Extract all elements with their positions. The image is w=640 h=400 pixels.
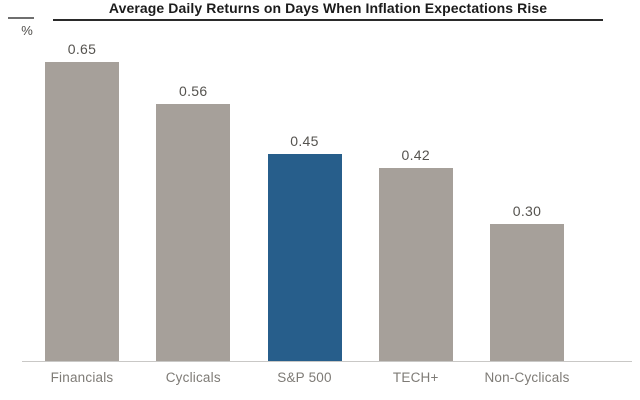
value-label-financials: 0.65: [67, 41, 97, 57]
y-axis-top-rule: [8, 17, 34, 19]
bar-financials: [45, 62, 119, 362]
value-label-non-cyclicals: 0.30: [512, 203, 542, 219]
x-axis-label-cyclicals: Cyclicals: [165, 370, 221, 385]
y-axis-unit-label: %: [21, 23, 33, 38]
value-label-tech: 0.42: [401, 147, 430, 163]
x-axis-label-financials: Financials: [50, 370, 114, 385]
bar-cyclicals: [156, 104, 231, 362]
value-label-cyclicals: 0.56: [179, 83, 208, 99]
plot-area: 0.65 0.56 0.45 0.42 0.30: [45, 39, 565, 362]
chart-title: Average Daily Returns on Days When Infla…: [53, 1, 603, 21]
x-axis-line: [22, 361, 632, 362]
bar-s-p-500: [267, 154, 342, 362]
x-axis-label-non-cyclicals: Non-Cyclicals: [484, 370, 570, 385]
x-axis-label-tech: TECH+: [392, 370, 439, 385]
bar-tech: [378, 168, 453, 362]
bar-non-cyclicals: [490, 224, 564, 362]
x-axis-label-s-p-500: S&P 500: [277, 370, 332, 385]
value-label-s-p-500: 0.45: [290, 133, 319, 149]
